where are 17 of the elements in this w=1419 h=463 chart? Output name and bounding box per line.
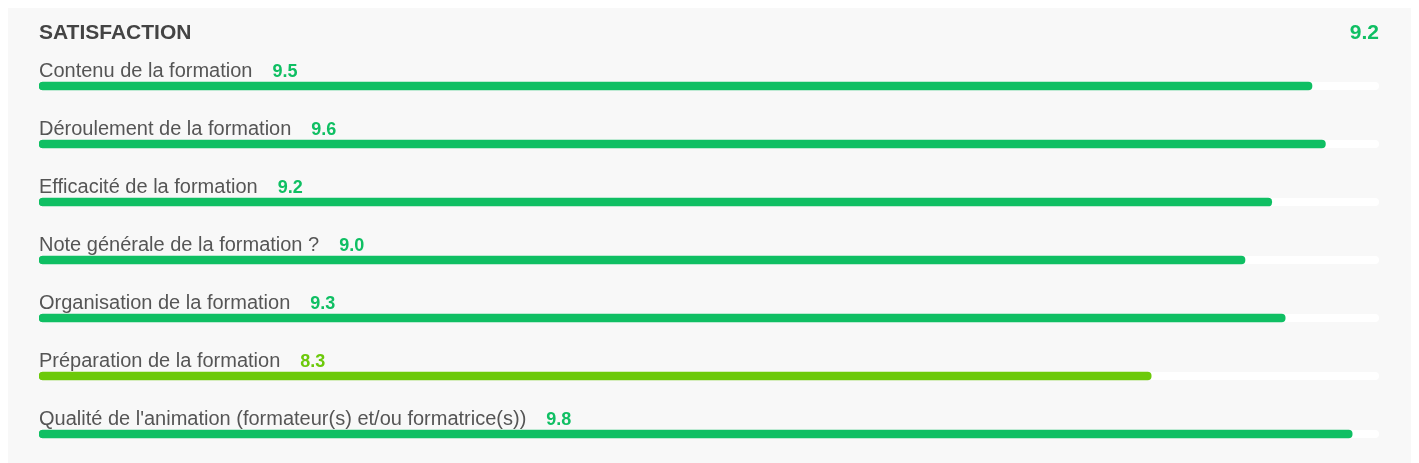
data-label: 9.0 (339, 235, 365, 255)
annotation: 9.2 (1349, 20, 1379, 43)
chart-title: SATISFACTION (39, 20, 192, 43)
data-label: 9.3 (310, 293, 336, 313)
data-label: 9.6 (311, 119, 337, 139)
y-tick-label: Note générale de la formation ? (39, 233, 320, 255)
y-tick-label: Contenu de la formation (39, 59, 253, 81)
data-label: 9.5 (272, 61, 298, 81)
data-label: 9.2 (277, 177, 303, 197)
y-tick-label: Qualité de l'animation (formateur(s) et/ou formatrice(s)) (39, 407, 527, 429)
y-tick-label: Déroulement de la formation (39, 117, 292, 139)
data-label: 9.8 (546, 409, 572, 429)
y-tick-label: Préparation de la formation (39, 349, 281, 371)
y-tick-label: Efficacité de la formation (39, 175, 258, 197)
bar (39, 429, 1353, 439)
y-tick-label: Organisation de la formation (39, 291, 291, 313)
data-label: 8.3 (300, 351, 326, 371)
